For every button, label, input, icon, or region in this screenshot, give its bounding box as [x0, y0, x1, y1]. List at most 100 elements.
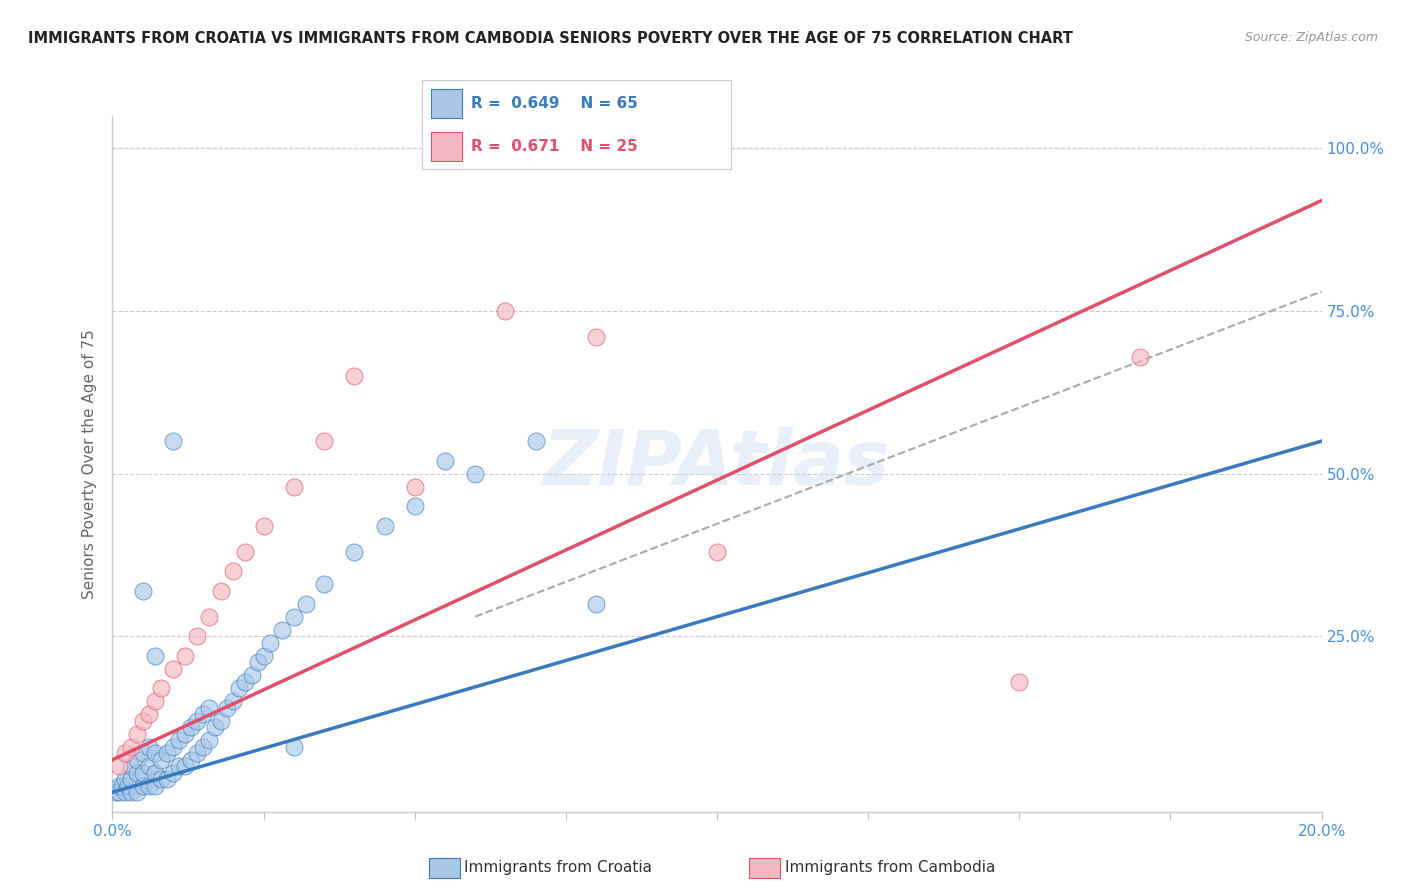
Point — [314, 577, 336, 591]
Point — [125, 727, 148, 741]
Point — [167, 759, 190, 773]
Point — [114, 746, 136, 760]
Point — [143, 648, 166, 663]
Text: R =  0.649    N = 65: R = 0.649 N = 65 — [471, 96, 638, 111]
Point — [132, 746, 155, 760]
Point — [209, 714, 232, 728]
Point — [524, 434, 547, 448]
Point — [120, 739, 142, 754]
Point — [314, 434, 336, 448]
Point — [174, 759, 197, 773]
Point — [174, 727, 197, 741]
Text: Immigrants from Cambodia: Immigrants from Cambodia — [785, 860, 995, 874]
Point — [143, 779, 166, 793]
Point — [149, 753, 172, 767]
Point — [259, 635, 281, 649]
Point — [585, 597, 607, 611]
Point — [343, 544, 366, 558]
Point — [125, 765, 148, 780]
Point — [706, 544, 728, 558]
Point — [138, 759, 160, 773]
Point — [162, 739, 184, 754]
Point — [110, 779, 132, 793]
Point — [143, 746, 166, 760]
Point — [186, 746, 208, 760]
Point — [464, 467, 486, 481]
Point — [114, 785, 136, 799]
Point — [149, 681, 172, 695]
Point — [132, 765, 155, 780]
Point — [404, 499, 426, 513]
Point — [404, 480, 426, 494]
Point — [180, 753, 202, 767]
Point — [217, 700, 239, 714]
Point — [1008, 674, 1031, 689]
Point — [198, 609, 221, 624]
Point — [138, 779, 160, 793]
Point — [132, 583, 155, 598]
Point — [295, 597, 318, 611]
Point — [132, 779, 155, 793]
Point — [120, 772, 142, 787]
Point — [585, 330, 607, 344]
Point — [1129, 350, 1152, 364]
Point — [162, 434, 184, 448]
Point — [204, 720, 226, 734]
Point — [104, 785, 127, 799]
Point — [138, 707, 160, 722]
Point — [235, 674, 257, 689]
Text: R =  0.671    N = 25: R = 0.671 N = 25 — [471, 139, 638, 153]
Point — [107, 785, 129, 799]
Point — [222, 694, 245, 708]
Point — [198, 700, 221, 714]
Point — [156, 772, 179, 787]
Text: IMMIGRANTS FROM CROATIA VS IMMIGRANTS FROM CAMBODIA SENIORS POVERTY OVER THE AGE: IMMIGRANTS FROM CROATIA VS IMMIGRANTS FR… — [28, 31, 1073, 46]
Point — [143, 694, 166, 708]
Point — [228, 681, 250, 695]
Point — [114, 772, 136, 787]
Point — [132, 714, 155, 728]
Y-axis label: Seniors Poverty Over the Age of 75: Seniors Poverty Over the Age of 75 — [82, 329, 97, 599]
Point — [222, 564, 245, 578]
Point — [138, 739, 160, 754]
Point — [125, 753, 148, 767]
Point — [117, 779, 139, 793]
Point — [191, 739, 214, 754]
Point — [162, 765, 184, 780]
Point — [156, 746, 179, 760]
Point — [107, 779, 129, 793]
Text: Source: ZipAtlas.com: Source: ZipAtlas.com — [1244, 31, 1378, 45]
Point — [174, 648, 197, 663]
Bar — [432, 89, 463, 118]
Point — [246, 655, 269, 669]
Point — [198, 733, 221, 747]
Text: Immigrants from Croatia: Immigrants from Croatia — [464, 860, 652, 874]
Point — [125, 785, 148, 799]
Point — [283, 480, 305, 494]
Point — [253, 518, 276, 533]
Point — [209, 583, 232, 598]
Point — [283, 609, 305, 624]
Point — [167, 733, 190, 747]
Point — [270, 623, 292, 637]
Point — [120, 759, 142, 773]
Point — [162, 662, 184, 676]
Text: ZIPAtlas: ZIPAtlas — [543, 427, 891, 500]
Point — [120, 785, 142, 799]
Point — [495, 304, 517, 318]
Point — [180, 720, 202, 734]
Point — [235, 544, 257, 558]
Point — [240, 668, 263, 682]
Point — [374, 518, 396, 533]
Point — [107, 759, 129, 773]
Point — [433, 453, 456, 467]
Bar — [432, 132, 463, 161]
Point — [186, 714, 208, 728]
Point — [343, 369, 366, 384]
Point — [186, 629, 208, 643]
Point — [191, 707, 214, 722]
Point — [283, 739, 305, 754]
Point — [143, 765, 166, 780]
Point — [149, 772, 172, 787]
Point — [253, 648, 276, 663]
